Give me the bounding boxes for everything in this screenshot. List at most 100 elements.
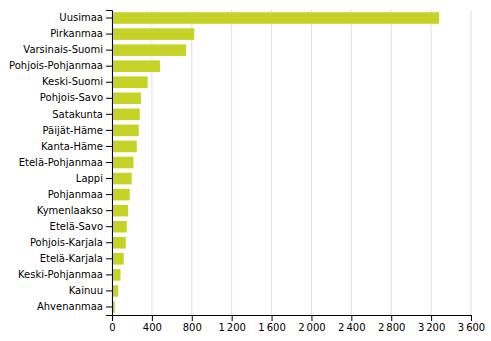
y-tick-label: Etelä-Pohjanmaa (19, 157, 103, 168)
grid-line (471, 10, 472, 315)
x-tick: 800 (183, 315, 202, 333)
y-tick: Päijät-Häme (43, 125, 112, 136)
y-tick-label: Uusimaa (59, 12, 103, 23)
x-tick: 3 200 (418, 315, 445, 333)
y-tick-label: Ahvenanmaa (37, 301, 103, 312)
y-tick: Kymenlaakso (37, 205, 112, 216)
y-tick-label: Pohjois-Savo (40, 92, 103, 103)
x-axis: 0 400 800 1 200 1 600 2 000 2 400 2 800 3 200 3 6… (109, 315, 485, 333)
x-tick-mark (431, 315, 432, 321)
y-tick: Pohjois-Karjala (30, 237, 112, 248)
bar (112, 60, 160, 72)
y-tick-mark (106, 258, 112, 259)
y-tick-label: Etelä-Savo (50, 221, 103, 232)
x-tick-label: 2 400 (338, 322, 365, 333)
y-tick-mark (106, 178, 112, 179)
y-tick: Etelä-Pohjanmaa (19, 157, 112, 168)
x-tick-label: 1 200 (218, 322, 245, 333)
x-tick-label: 2 800 (378, 322, 405, 333)
y-tick: Pohjois-Savo (40, 92, 112, 103)
x-tick-label: 400 (143, 322, 162, 333)
bar (112, 44, 186, 56)
y-tick-label: Etelä-Karjala (40, 253, 103, 264)
y-tick-mark (106, 274, 112, 275)
y-tick: Uusimaa (59, 12, 112, 23)
y-tick-label: Satakunta (52, 109, 103, 120)
x-tick-mark (391, 315, 392, 321)
y-tick-mark (106, 146, 112, 147)
bar (112, 253, 124, 265)
y-tick-mark (106, 82, 112, 83)
y-tick: Lappi (76, 173, 112, 184)
x-tick: 2 800 (378, 315, 405, 333)
y-tick-label: Pohjanmaa (48, 189, 103, 200)
y-tick-mark (106, 162, 112, 163)
x-tick-mark (272, 315, 273, 321)
bar (112, 28, 194, 40)
y-tick-label: Kymenlaakso (37, 205, 103, 216)
y-tick-mark (106, 34, 112, 35)
grid (112, 10, 471, 315)
x-tick-mark (351, 315, 352, 321)
chart-container: 0 400 800 1 200 1 600 2 000 2 400 2 800 3 200 3 6… (0, 0, 491, 341)
y-tick: Pohjois-Pohjanmaa (9, 60, 112, 71)
y-tick-label: Pirkanmaa (50, 28, 103, 39)
chart-svg: 0 400 800 1 200 1 600 2 000 2 400 2 800 3 200 3 6… (0, 0, 491, 341)
grid-line (191, 10, 192, 315)
bar (112, 12, 439, 24)
y-tick-mark (106, 114, 112, 115)
bar (112, 269, 120, 281)
y-tick-label: Varsinais-Suomi (23, 44, 103, 55)
bar (112, 221, 127, 233)
plot-area: 0 400 800 1 200 1 600 2 000 2 400 2 800 3 200 3 6… (9, 10, 485, 333)
x-tick: 0 (109, 315, 115, 333)
y-tick-mark (106, 306, 112, 307)
bar (112, 141, 137, 153)
grid-line (351, 10, 352, 315)
y-axis: Ahvenanmaa Kainuu Keski-Pohjanmaa Etelä-Kar… (9, 11, 113, 316)
x-tick: 400 (143, 315, 162, 333)
y-tick-mark (106, 18, 112, 19)
y-tick-mark (106, 210, 112, 211)
y-tick-label: Kanta-Häme (41, 141, 103, 152)
bar (112, 173, 132, 185)
y-tick-label: Pohjois-Pohjanmaa (9, 60, 103, 71)
y-tick-mark (106, 98, 112, 99)
x-tick-mark (471, 315, 472, 321)
y-tick-label: Kainuu (69, 285, 103, 296)
y-tick: Kanta-Häme (41, 141, 112, 152)
x-tick-label: 3 600 (458, 322, 485, 333)
bar (112, 205, 128, 217)
y-tick: Satakunta (52, 109, 112, 120)
y-tick: Kainuu (69, 285, 112, 296)
x-tick: 1 200 (218, 315, 245, 333)
y-tick-mark (106, 50, 112, 51)
y-tick: Keski-Pohjanmaa (18, 269, 112, 280)
x-tick-mark (232, 315, 233, 321)
x-tick: 1 600 (258, 315, 285, 333)
y-tick-mark (106, 66, 112, 67)
x-tick-mark (192, 315, 193, 321)
y-tick-mark (106, 290, 112, 291)
y-tick-label: Lappi (76, 173, 103, 184)
y-tick-mark (106, 242, 112, 243)
y-tick: Ahvenanmaa (37, 301, 112, 312)
y-tick-mark (106, 194, 112, 195)
grid-line (431, 10, 432, 315)
bar (112, 157, 133, 169)
y-tick-label: Keski-Pohjanmaa (18, 269, 103, 280)
x-tick-label: 2 000 (298, 322, 325, 333)
bar (112, 237, 126, 249)
y-tick: Pohjanmaa (48, 189, 112, 200)
y-tick-label: Päijät-Häme (43, 125, 103, 136)
x-axis-line (113, 316, 472, 322)
bars (112, 12, 439, 313)
x-tick: 2 000 (298, 315, 325, 333)
x-tick: 3 600 (458, 315, 485, 333)
y-tick: Pirkanmaa (50, 28, 112, 39)
grid-line (311, 10, 312, 315)
y-tick-label: Keski-Suomi (42, 76, 103, 87)
y-tick-mark (106, 226, 112, 227)
y-tick: Varsinais-Suomi (23, 44, 112, 55)
y-tick-label: Pohjois-Karjala (30, 237, 103, 248)
